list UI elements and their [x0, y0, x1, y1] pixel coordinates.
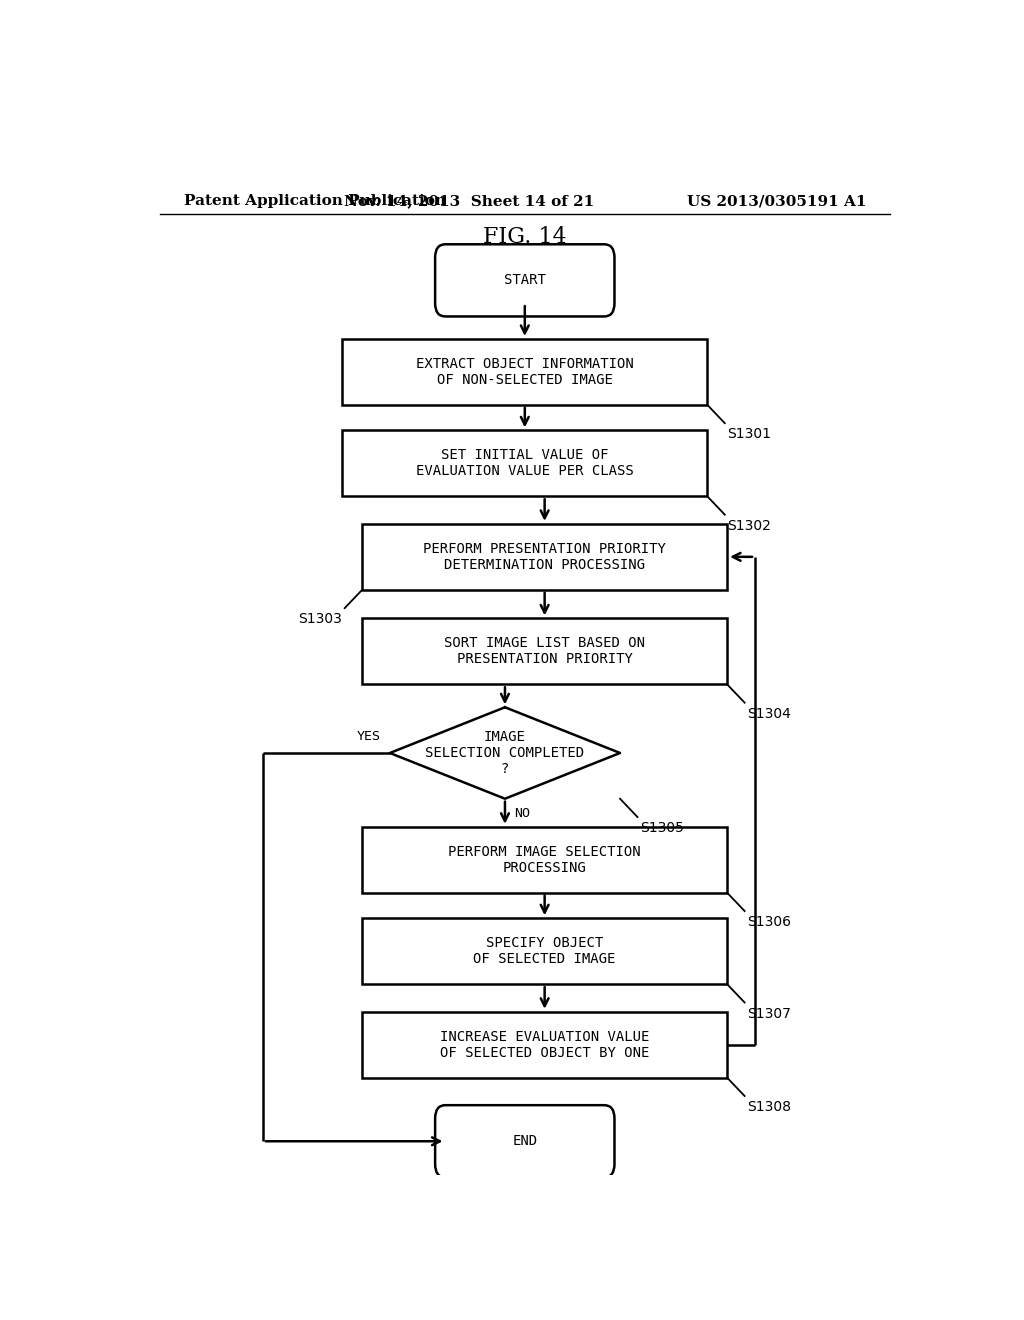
Text: PERFORM IMAGE SELECTION
PROCESSING: PERFORM IMAGE SELECTION PROCESSING: [449, 845, 641, 875]
Text: NO: NO: [514, 807, 530, 820]
Text: INCREASE EVALUATION VALUE
OF SELECTED OBJECT BY ONE: INCREASE EVALUATION VALUE OF SELECTED OB…: [440, 1030, 649, 1060]
Bar: [342, 430, 708, 496]
Text: YES: YES: [356, 730, 380, 743]
Text: EXTRACT OBJECT INFORMATION
OF NON-SELECTED IMAGE: EXTRACT OBJECT INFORMATION OF NON-SELECT…: [416, 356, 634, 387]
Text: S1303: S1303: [298, 612, 342, 626]
Text: S1304: S1304: [748, 706, 791, 721]
Text: S1308: S1308: [748, 1100, 791, 1114]
Text: SPECIFY OBJECT
OF SELECTED IMAGE: SPECIFY OBJECT OF SELECTED IMAGE: [473, 936, 615, 966]
Text: S1302: S1302: [727, 519, 771, 533]
FancyBboxPatch shape: [435, 244, 614, 317]
Text: Nov. 14, 2013  Sheet 14 of 21: Nov. 14, 2013 Sheet 14 of 21: [344, 194, 594, 209]
Bar: [362, 618, 727, 684]
Text: S1306: S1306: [748, 915, 791, 929]
Polygon shape: [390, 708, 620, 799]
FancyBboxPatch shape: [435, 1105, 614, 1177]
Text: SET INITIAL VALUE OF
EVALUATION VALUE PER CLASS: SET INITIAL VALUE OF EVALUATION VALUE PE…: [416, 449, 634, 478]
Text: FIG. 14: FIG. 14: [483, 226, 566, 248]
Text: S1307: S1307: [748, 1007, 791, 1020]
Text: START: START: [504, 273, 546, 288]
Text: Patent Application Publication: Patent Application Publication: [183, 194, 445, 209]
Text: S1305: S1305: [640, 821, 684, 836]
Bar: [362, 826, 727, 892]
Bar: [362, 524, 727, 590]
Bar: [362, 919, 727, 985]
Text: SORT IMAGE LIST BASED ON
PRESENTATION PRIORITY: SORT IMAGE LIST BASED ON PRESENTATION PR…: [444, 636, 645, 667]
Text: IMAGE
SELECTION COMPLETED
?: IMAGE SELECTION COMPLETED ?: [425, 730, 585, 776]
Bar: [362, 1011, 727, 1077]
Bar: [342, 339, 708, 405]
Text: US 2013/0305191 A1: US 2013/0305191 A1: [686, 194, 866, 209]
Text: END: END: [512, 1134, 538, 1148]
Text: PERFORM PRESENTATION PRIORITY
DETERMINATION PROCESSING: PERFORM PRESENTATION PRIORITY DETERMINAT…: [423, 541, 666, 572]
Text: S1301: S1301: [727, 428, 771, 441]
